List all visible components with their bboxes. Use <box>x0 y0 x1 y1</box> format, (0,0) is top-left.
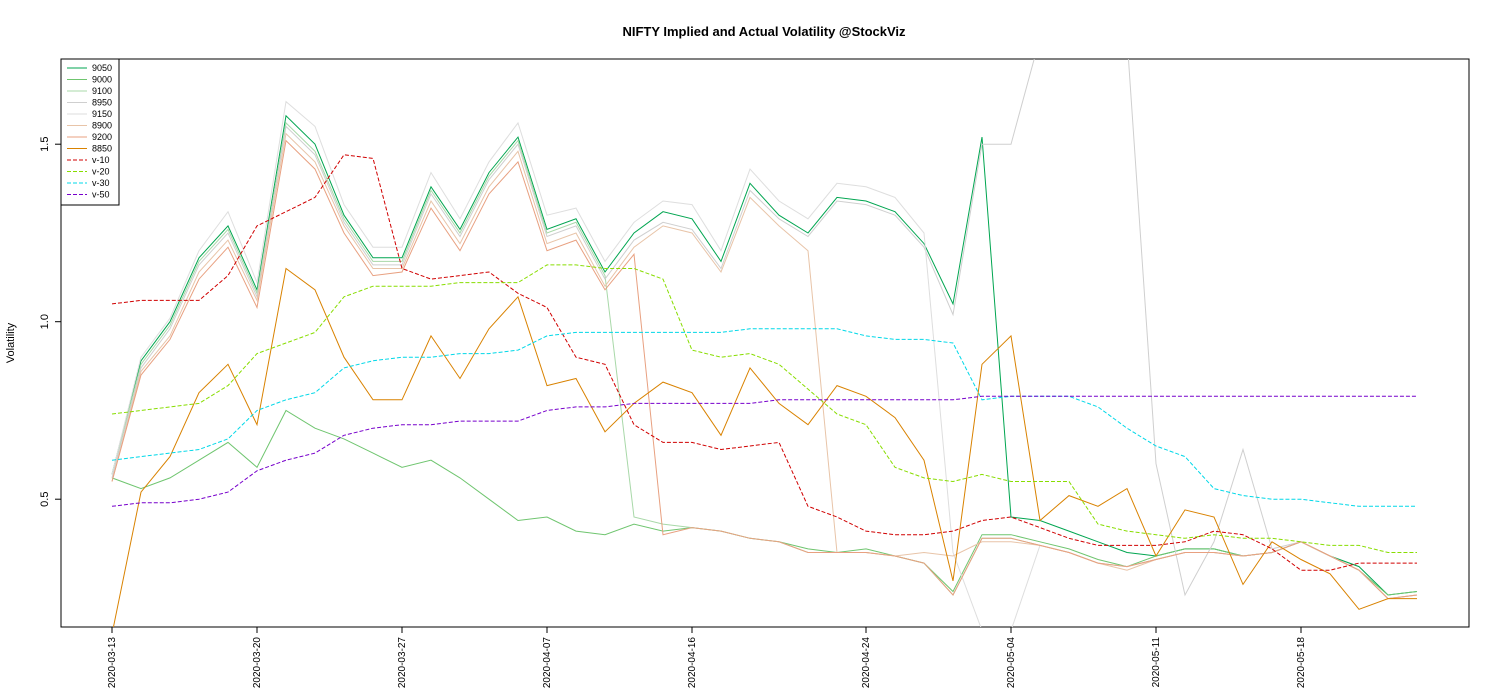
series-layer <box>111 59 1418 627</box>
y-tick-label: 1.5 <box>39 137 51 152</box>
series-line-9050 <box>111 114 1418 596</box>
legend-label: 9000 <box>92 75 112 85</box>
legend-label: v-30 <box>92 178 110 188</box>
legend-label: 9150 <box>92 109 112 119</box>
series-line-8950 <box>111 59 1418 600</box>
series-line-v-30 <box>111 328 1417 507</box>
legend-label: v-50 <box>92 190 110 200</box>
y-axis-label: Volatility <box>5 322 17 363</box>
chart-title: NIFTY Implied and Actual Volatility @Sto… <box>622 24 906 39</box>
y-tick-label: 0.5 <box>39 492 51 507</box>
legend-label: v-20 <box>92 167 110 177</box>
x-tick-label: 2020-05-11 <box>1151 637 1162 688</box>
plot-frame <box>60 58 1470 628</box>
legend-label: 8850 <box>92 144 112 154</box>
legend-label: 8950 <box>92 98 112 108</box>
x-tick-label: 2020-05-04 <box>1006 637 1017 689</box>
x-tick-label: 2020-04-24 <box>861 637 872 689</box>
series-line-9100 <box>111 121 1418 600</box>
series-line-v-50 <box>111 395 1417 507</box>
legend-box <box>60 58 120 206</box>
legend-label: 9050 <box>92 63 112 73</box>
x-tick-label: 2020-04-07 <box>542 637 553 689</box>
x-tick-label: 2020-04-16 <box>687 637 698 689</box>
legend-label: 9100 <box>92 86 112 96</box>
series-line-9000 <box>111 409 1418 596</box>
legend-label: v-10 <box>92 155 110 165</box>
legend-label: 9200 <box>92 132 112 142</box>
series-line-9200 <box>111 139 1418 600</box>
series-line-8850 <box>112 267 1417 627</box>
x-tick-label: 2020-03-27 <box>397 637 408 689</box>
y-tick-label: 1.0 <box>39 314 51 329</box>
series-line-v-10 <box>111 154 1417 571</box>
x-tick-label: 2020-03-20 <box>252 637 263 689</box>
series-line-v-20 <box>111 264 1417 553</box>
x-tick-label: 2020-03-13 <box>107 637 118 689</box>
x-tick-label: 2020-05-18 <box>1296 637 1307 689</box>
legend-label: 8900 <box>92 121 112 131</box>
series-line-8900 <box>111 132 1418 600</box>
axes-layer: 0.5 1.0 1.5 2020-03-13 2020-03-20 2020-03-27 2… <box>39 137 1307 689</box>
